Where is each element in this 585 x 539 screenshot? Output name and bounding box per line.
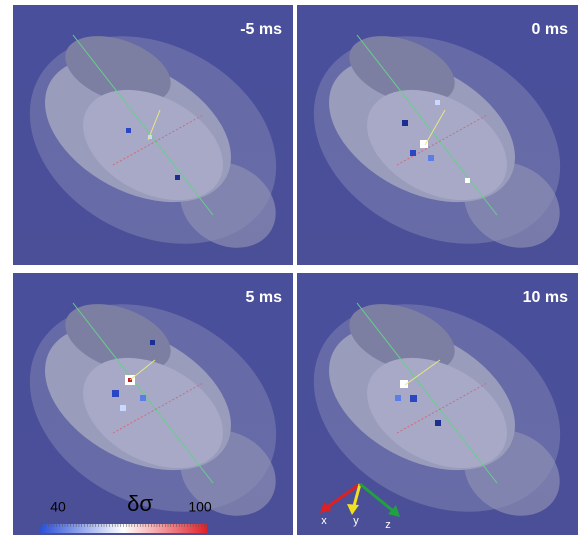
axis-label: x [321,515,327,527]
time-label: 10 ms [523,289,568,306]
panel: 5 ms 40 δσ 100 [0,262,313,539]
panel: 10 ms x y z [277,262,585,539]
colorbar-symbol: δσ [127,491,153,516]
panel: 0 ms [277,0,585,286]
colorbar [40,524,207,533]
panel: -5 ms [0,0,313,286]
x-axis-arrow [325,482,361,510]
colorbar-max: 100 [188,499,212,515]
y-axis-arrow [352,483,362,507]
colorbar-min: 40 [50,499,66,515]
axis-label: z [385,519,391,531]
time-label: 5 ms [246,289,283,306]
axis-label: y [353,515,359,527]
time-label: 0 ms [532,21,569,38]
z-axis-arrow [359,482,393,512]
time-label: -5 ms [240,21,282,38]
